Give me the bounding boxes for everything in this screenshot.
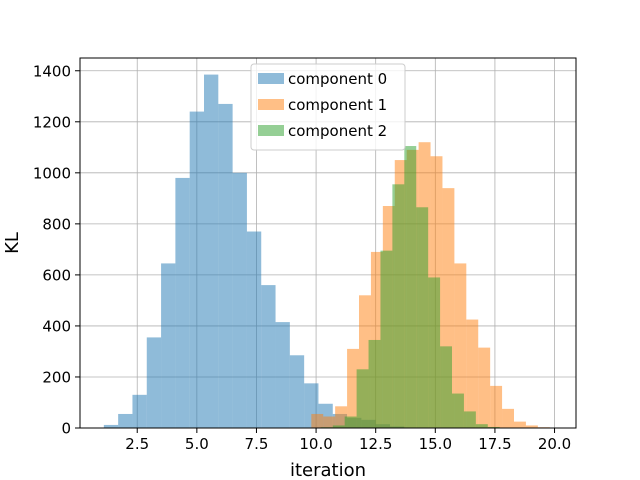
histogram-bar	[344, 416, 357, 428]
y-tick-label: 400	[42, 317, 71, 335]
y-tick-label: 0	[61, 420, 71, 438]
legend-swatch	[258, 73, 284, 84]
histogram-bar	[487, 426, 500, 428]
histogram-bar	[428, 277, 441, 428]
histogram-bar	[275, 322, 290, 428]
histogram-bar	[368, 339, 381, 428]
y-tick-label: 1200	[33, 113, 71, 131]
histogram-bar	[323, 416, 336, 428]
histogram-bar	[454, 263, 467, 428]
series-0-bars	[103, 74, 405, 429]
histogram-bar	[380, 250, 393, 428]
x-axis-label: iteration	[290, 460, 366, 480]
histogram-bar	[404, 146, 417, 428]
histogram-bar	[356, 369, 369, 428]
histogram-bar	[463, 411, 476, 428]
x-tick-label: 7.5	[245, 435, 269, 453]
legend: component 0 component 1 component 2	[250, 63, 406, 151]
histogram-bar	[189, 111, 204, 428]
histogram-bar	[204, 74, 219, 428]
y-tick-label: 200	[42, 368, 71, 386]
histogram-bar	[514, 421, 526, 428]
legend-label: component 1	[288, 96, 387, 114]
legend-swatch	[258, 99, 284, 110]
histogram-bar	[392, 184, 405, 428]
histogram-bar	[132, 394, 147, 428]
y-tick-label: 1000	[33, 164, 71, 182]
histogram-bar	[452, 393, 464, 428]
histogram-bar	[311, 413, 324, 428]
histogram-bar	[146, 337, 162, 428]
bars	[103, 74, 550, 429]
histogram-bar	[118, 413, 133, 428]
histogram-bar	[475, 424, 488, 428]
histogram-bar	[289, 355, 305, 428]
x-tick-label: 12.5	[359, 435, 392, 453]
histogram-bar	[218, 103, 233, 429]
y-tick-label: 1400	[33, 62, 71, 80]
x-tick-label: 10.0	[299, 435, 332, 453]
histogram-bar	[232, 172, 247, 428]
y-tick-label: 600	[42, 266, 71, 284]
histogram-bar	[442, 188, 455, 428]
x-tick-label: 17.5	[478, 435, 511, 453]
plot-frame	[79, 57, 577, 429]
y-tick-label: 800	[42, 215, 71, 233]
histogram-bar	[359, 295, 371, 428]
histogram-bar	[246, 231, 262, 428]
legend-label: component 2	[288, 122, 387, 140]
x-axis-ticks: 2.5 5.0 7.5 10.0 12.5 15.0 17.5 20.0	[125, 428, 571, 453]
histogram-bar	[416, 207, 429, 428]
histogram-bar	[490, 385, 503, 428]
x-tick-label: 15.0	[419, 435, 452, 453]
legend-label: component 0	[288, 70, 387, 88]
histogram-bar	[161, 263, 176, 428]
histogram-bar	[175, 177, 190, 428]
histogram-bar	[466, 319, 479, 428]
histogram-bar	[103, 424, 119, 428]
histogram-bar	[347, 348, 359, 428]
x-tick-label: 20.0	[538, 435, 571, 453]
legend-box	[250, 63, 406, 151]
histogram-bar	[440, 346, 452, 428]
histogram-bar	[502, 408, 514, 428]
histogram-bar	[335, 406, 348, 428]
histogram-bar	[261, 285, 276, 428]
series-2-bars	[320, 146, 500, 428]
y-axis-label: KL	[2, 232, 23, 254]
histogram-bar	[332, 425, 345, 428]
legend-swatch	[258, 125, 284, 136]
histogram-bar	[525, 425, 538, 428]
histogram-bar	[478, 347, 491, 428]
x-tick-label: 2.5	[125, 435, 149, 453]
y-axis-ticks: 0 200 400 600 800 1000 1200 1400	[33, 62, 80, 438]
x-tick-label: 5.0	[185, 435, 209, 453]
